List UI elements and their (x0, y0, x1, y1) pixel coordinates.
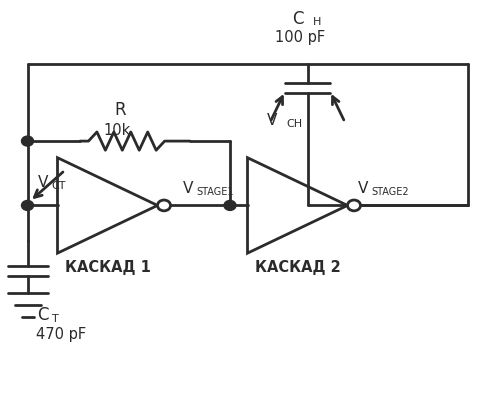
Circle shape (224, 200, 236, 210)
Circle shape (22, 136, 34, 146)
Text: V: V (358, 181, 368, 196)
Circle shape (348, 200, 360, 211)
Text: STAGE1: STAGE1 (196, 187, 234, 197)
Text: Т: Т (52, 314, 58, 324)
Text: CH: CH (286, 119, 302, 129)
Text: 470 pF: 470 pF (36, 327, 86, 342)
Text: КАСКАД 2: КАСКАД 2 (254, 260, 340, 275)
Circle shape (158, 200, 170, 211)
Text: 100 pF: 100 pF (275, 30, 325, 45)
Text: CT: CT (52, 181, 66, 191)
Text: C: C (292, 10, 303, 28)
Text: R: R (114, 101, 126, 119)
Text: V: V (38, 175, 48, 190)
Text: C: C (38, 306, 49, 325)
Text: H: H (312, 17, 321, 27)
Text: КАСКАД 1: КАСКАД 1 (64, 260, 150, 275)
Circle shape (22, 200, 34, 210)
Text: V: V (268, 113, 278, 128)
Text: STAGE2: STAGE2 (372, 187, 409, 197)
Text: V: V (182, 181, 193, 196)
Text: 10k: 10k (104, 123, 131, 138)
